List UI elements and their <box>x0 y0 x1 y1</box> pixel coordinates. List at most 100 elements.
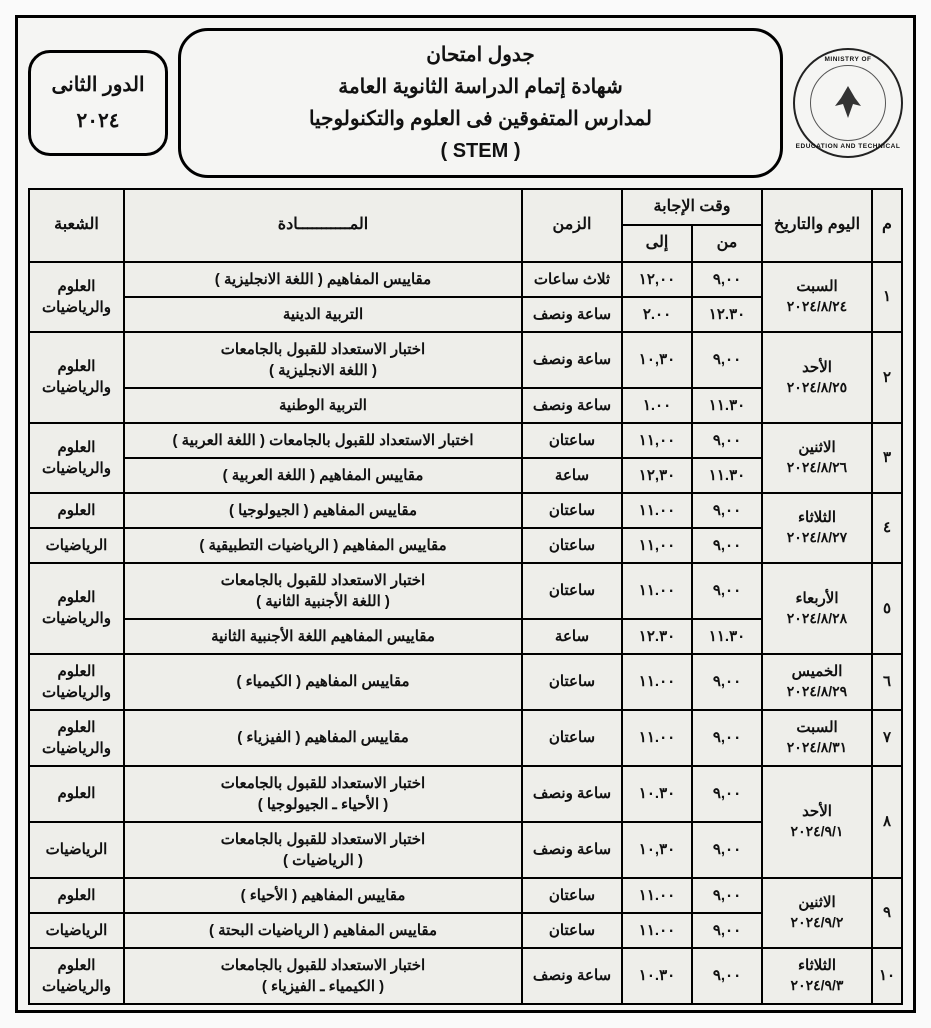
cell-subject: اختبار الاستعداد للقبول بالجامعات( الريا… <box>124 822 522 878</box>
cell-section: الرياضيات <box>29 822 124 878</box>
cell-day: الثلاثاء٢٠٢٤/٩/٣ <box>762 948 872 1004</box>
table-row: ٥الأربعاء٢٠٢٤/٨/٢٨٩,٠٠١١.٠٠ساعتاناختبار … <box>29 563 902 619</box>
cell-section: العلوم والرياضيات <box>29 332 124 423</box>
title-l1: جدول امتحان <box>201 39 760 71</box>
cell-duration: ساعتان <box>522 528 622 563</box>
cell-to: ١٢.٣٠ <box>622 619 692 654</box>
cell-day: الأربعاء٢٠٢٤/٨/٢٨ <box>762 563 872 654</box>
cell-subject: مقاييس المفاهيم ( الأحياء ) <box>124 878 522 913</box>
table-row: ٨الأحد٢٠٢٤/٩/١٩,٠٠١٠.٣٠ساعة ونصفاختبار ا… <box>29 766 902 822</box>
cell-duration: ساعتان <box>522 878 622 913</box>
cell-from: ١١.٣٠ <box>692 458 762 493</box>
ministry-logo: MINISTRY OF EDUCATION AND TECHNICAL <box>793 48 903 158</box>
cell-to: ٢.٠٠ <box>622 297 692 332</box>
cell-subject: مقاييس المفاهيم ( الفيزياء ) <box>124 710 522 766</box>
cell-section: العلوم والرياضيات <box>29 423 124 493</box>
cell-num: ٢ <box>872 332 902 423</box>
cell-subject: اختبار الاستعداد للقبول بالجامعات( الأحي… <box>124 766 522 822</box>
cell-from: ١١.٣٠ <box>692 619 762 654</box>
cell-to: ١١,٠٠ <box>622 528 692 563</box>
h-time: وقت الإجابة <box>622 189 762 225</box>
cell-from: ٩,٠٠ <box>692 948 762 1004</box>
cell-to: ١٠.٣٠ <box>622 766 692 822</box>
cell-section: العلوم <box>29 493 124 528</box>
cell-day: السبت٢٠٢٤/٨/٣١ <box>762 710 872 766</box>
cell-from: ٩,٠٠ <box>692 262 762 297</box>
cell-subject: مقاييس المفاهيم ( الجيولوجيا ) <box>124 493 522 528</box>
cell-duration: ساعتان <box>522 563 622 619</box>
cell-section: الرياضيات <box>29 528 124 563</box>
h-from: من <box>692 225 762 261</box>
cell-section: العلوم والرياضيات <box>29 948 124 1004</box>
cell-from: ٩,٠٠ <box>692 563 762 619</box>
cell-subject: مقاييس المفاهيم ( الرياضيات التطبيقية ) <box>124 528 522 563</box>
cell-section: العلوم والرياضيات <box>29 262 124 332</box>
cell-to: ١١.٠٠ <box>622 654 692 710</box>
cell-from: ٩,٠٠ <box>692 654 762 710</box>
cell-duration: ثلاث ساعات <box>522 262 622 297</box>
cell-day: الاثنين٢٠٢٤/٩/٢ <box>762 878 872 948</box>
cell-duration: ساعتان <box>522 423 622 458</box>
cell-to: ١٠,٣٠ <box>622 332 692 388</box>
cell-to: ١.٠٠ <box>622 388 692 423</box>
cell-from: ١٢.٣٠ <box>692 297 762 332</box>
cell-num: ٣ <box>872 423 902 493</box>
cell-from: ٩,٠٠ <box>692 493 762 528</box>
cell-subject: مقاييس المفاهيم ( الكيمياء ) <box>124 654 522 710</box>
title-l2: شهادة إتمام الدراسة الثانوية العامة <box>201 71 760 103</box>
schedule-table: م اليوم والتاريخ وقت الإجابة الزمن المــ… <box>28 188 903 1005</box>
header: MINISTRY OF EDUCATION AND TECHNICAL جدول… <box>28 28 903 178</box>
cell-num: ٦ <box>872 654 902 710</box>
table-row: ١٠الثلاثاء٢٠٢٤/٩/٣٩,٠٠١٠.٣٠ساعة ونصفاختب… <box>29 948 902 1004</box>
page: MINISTRY OF EDUCATION AND TECHNICAL جدول… <box>15 15 916 1013</box>
cell-to: ١١.٠٠ <box>622 493 692 528</box>
cell-day: الأحد٢٠٢٤/٩/١ <box>762 766 872 878</box>
cell-subject: مقاييس المفاهيم ( الرياضيات البحتة ) <box>124 913 522 948</box>
title-l4: ( STEM ) <box>201 135 760 167</box>
cell-to: ١١.٠٠ <box>622 710 692 766</box>
table-head: م اليوم والتاريخ وقت الإجابة الزمن المــ… <box>29 189 902 262</box>
cell-duration: ساعة ونصف <box>522 332 622 388</box>
table-row: ٢الأحد٢٠٢٤/٨/٢٥٩,٠٠١٠,٣٠ساعة ونصفاختبار … <box>29 332 902 388</box>
cell-section: العلوم والرياضيات <box>29 563 124 654</box>
cell-from: ٩,٠٠ <box>692 878 762 913</box>
cell-duration: ساعة ونصف <box>522 822 622 878</box>
cell-duration: ساعتان <box>522 654 622 710</box>
table-row: ٣الاثنين٢٠٢٤/٨/٢٦٩,٠٠١١,٠٠ساعتاناختبار ا… <box>29 423 902 458</box>
cell-duration: ساعة ونصف <box>522 297 622 332</box>
cell-subject: اختبار الاستعداد للقبول بالجامعات( اللغة… <box>124 563 522 619</box>
cell-duration: ساعة ونصف <box>522 948 622 1004</box>
table-row: ٦الخميس٢٠٢٤/٨/٢٩٩,٠٠١١.٠٠ساعتانمقاييس ال… <box>29 654 902 710</box>
title-l3: لمدارس المتفوقين فى العلوم والتكنولوجيا <box>201 103 760 135</box>
cell-to: ١٠.٣٠ <box>622 948 692 1004</box>
cell-from: ٩,٠٠ <box>692 332 762 388</box>
table-row: ٩الاثنين٢٠٢٤/٩/٢٩,٠٠١١.٠٠ساعتانمقاييس ال… <box>29 878 902 913</box>
cell-section: العلوم والرياضيات <box>29 654 124 710</box>
h-m: م <box>872 189 902 262</box>
cell-num: ٤ <box>872 493 902 563</box>
cell-to: ١١,٠٠ <box>622 423 692 458</box>
cell-num: ٨ <box>872 766 902 878</box>
cell-num: ١٠ <box>872 948 902 1004</box>
cell-from: ٩,٠٠ <box>692 766 762 822</box>
cell-subject: مقاييس المفاهيم اللغة الأجنبية الثانية <box>124 619 522 654</box>
cell-duration: ساعة ونصف <box>522 388 622 423</box>
table-row: ١السبت٢٠٢٤/٨/٢٤٩,٠٠١٢,٠٠ثلاث ساعاتمقاييس… <box>29 262 902 297</box>
cell-day: الأحد٢٠٢٤/٨/٢٥ <box>762 332 872 423</box>
cell-subject: التربية الدينية <box>124 297 522 332</box>
cell-num: ٩ <box>872 878 902 948</box>
table-row: ٤الثلاثاء٢٠٢٤/٨/٢٧٩,٠٠١١.٠٠ساعتانمقاييس … <box>29 493 902 528</box>
h-dur: الزمن <box>522 189 622 262</box>
cell-section: العلوم <box>29 766 124 822</box>
cell-to: ١١.٠٠ <box>622 913 692 948</box>
cell-section: العلوم والرياضيات <box>29 710 124 766</box>
cell-duration: ساعة <box>522 458 622 493</box>
cell-to: ١١.٠٠ <box>622 563 692 619</box>
title-plaque: جدول امتحان شهادة إتمام الدراسة الثانوية… <box>178 28 783 178</box>
h-sect: الشعبة <box>29 189 124 262</box>
cell-num: ٧ <box>872 710 902 766</box>
cell-duration: ساعة ونصف <box>522 766 622 822</box>
table-row: ٧السبت٢٠٢٤/٨/٣١٩,٠٠١١.٠٠ساعتانمقاييس الم… <box>29 710 902 766</box>
table-body: ١السبت٢٠٢٤/٨/٢٤٩,٠٠١٢,٠٠ثلاث ساعاتمقاييس… <box>29 262 902 1004</box>
h-day: اليوم والتاريخ <box>762 189 872 262</box>
